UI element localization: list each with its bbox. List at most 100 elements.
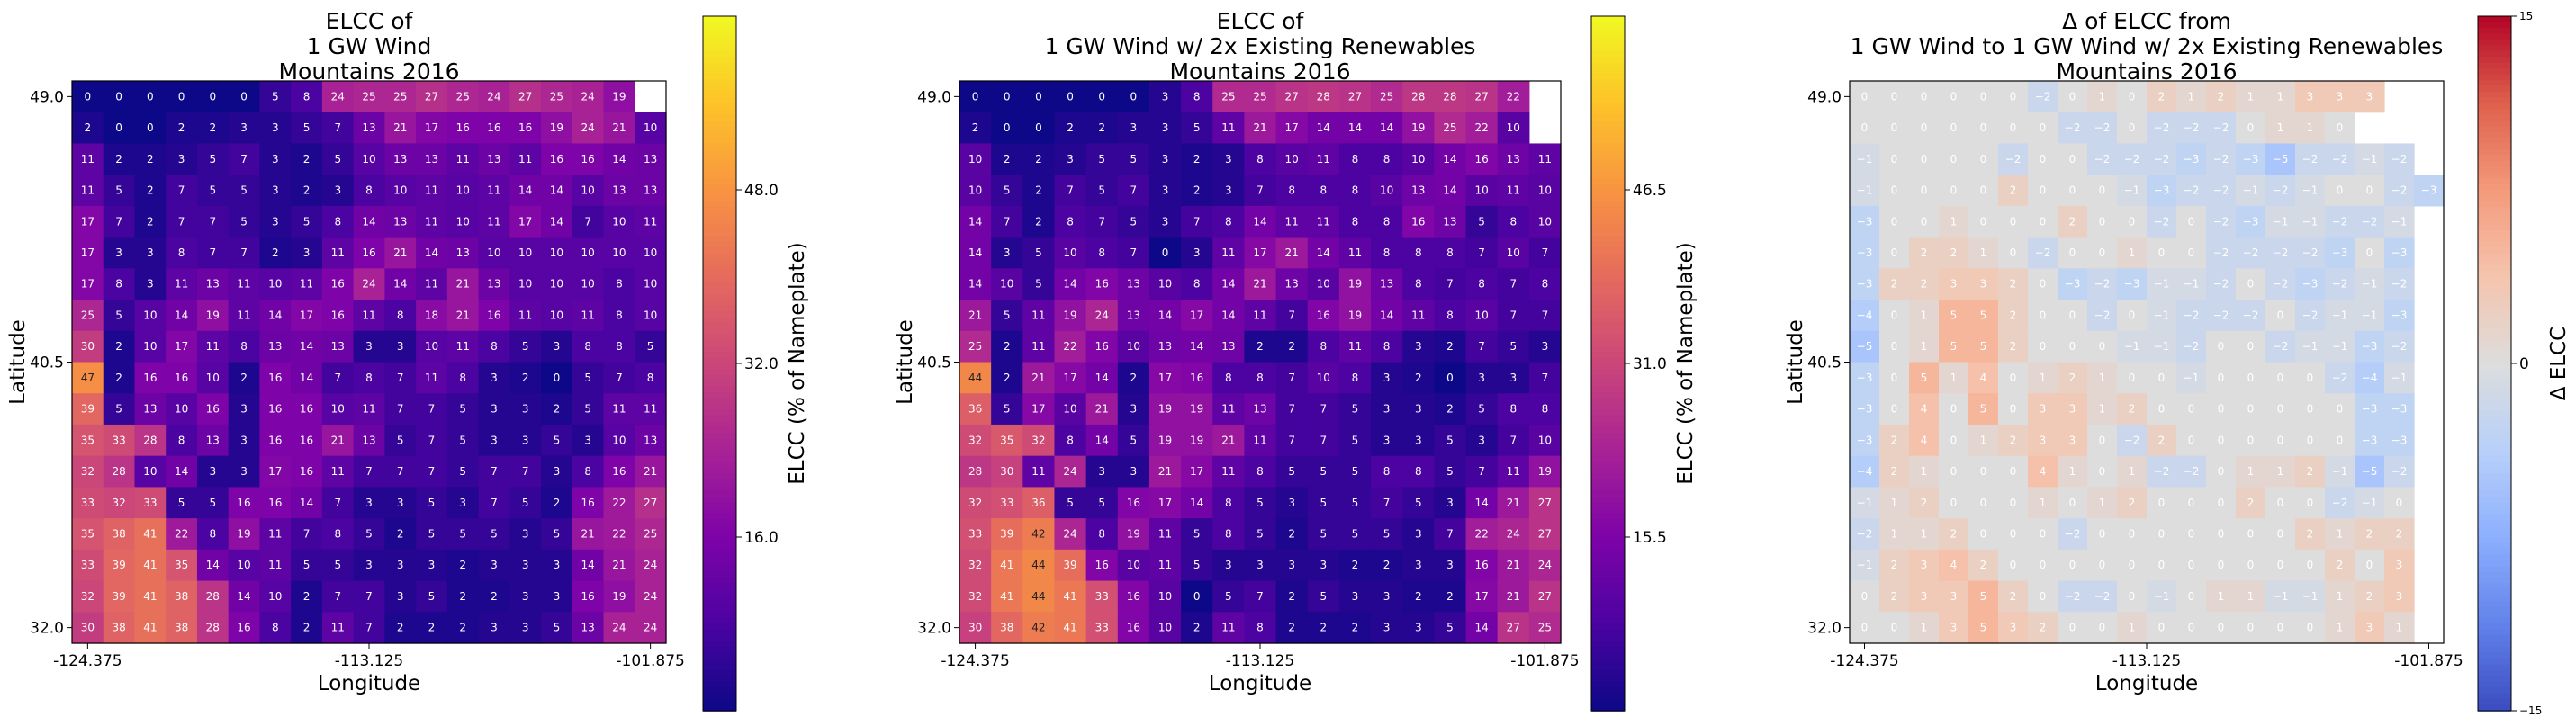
cell-label: 7 [115,215,122,228]
heatmap-cell [1434,112,1467,145]
cell-label: 5 [1980,309,1987,321]
cell-label: −1 [2273,215,2289,228]
colorbar-segment [703,525,736,533]
heatmap-cell [1850,205,1880,238]
cell-label: −2 [2213,184,2229,197]
cell-label: 24 [644,559,657,571]
heatmap-cell [2028,424,2058,457]
heatmap-cell [416,237,448,269]
heatmap-cell [228,362,261,394]
cell-label: 3 [2307,90,2314,103]
colorbar-segment [703,450,736,457]
heatmap-cell [166,580,198,613]
colorbar-segment [1591,22,1625,29]
heatmap-cell [478,237,510,269]
heatmap-cell [1909,393,1940,426]
cell-label: 8 [1256,153,1264,166]
heatmap-cell [959,205,992,238]
cell-label: 3 [1950,278,1958,291]
cell-label: 1 [2337,622,2344,634]
colorbar-segment [1591,126,1625,133]
heatmap-cell [478,205,510,238]
heatmap-cell [2117,580,2148,613]
heatmap-cell [991,424,1023,457]
heatmap-cell [1022,237,1056,269]
cell-label: 3 [491,559,498,571]
colorbar-segment [703,201,736,209]
heatmap-cell [541,487,573,519]
heatmap-cell [2265,455,2296,488]
cell-label: 2 [240,372,248,384]
cell-label: 13 [425,153,438,166]
cell-label: 0 [1891,372,1898,384]
heatmap-cell [991,455,1023,488]
cell-label: −1 [2154,309,2170,321]
cell-label: 8 [1352,153,1359,166]
heatmap-cell [2206,518,2237,551]
heatmap-cell [2295,549,2326,582]
heatmap-cell [2384,580,2415,613]
cell-label: −2 [1857,527,1873,540]
heatmap-cell [1402,81,1435,113]
colorbar-segment [2478,85,2511,93]
cell-label: 0 [2010,559,2017,571]
cell-label: 13 [206,434,220,446]
cell-label: 10 [237,559,250,571]
heatmap-cell [2236,205,2266,238]
cell-label: 10 [1538,434,1552,446]
y-tick-label: 40.5 [30,354,64,372]
heatmap-cell [353,300,385,332]
heatmap-cell [603,112,635,145]
heatmap-cell [416,81,448,113]
cell-label: 11 [1031,340,1045,353]
cell-label: 0 [1980,497,1987,509]
colorbar-segment [703,219,736,226]
cell-label: 1 [1921,527,1928,540]
heatmap-cell [1497,518,1530,551]
cell-label: 2 [1383,559,1391,571]
heatmap-cell [1244,487,1277,519]
cell-label: 7 [1478,246,1485,259]
cell-label: 32 [968,590,982,603]
heatmap-cell [291,455,323,488]
colorbar-segment [703,623,736,631]
heatmap-cell [1054,205,1087,238]
cell-label: 22 [1507,90,1520,103]
cell-label: 1 [2099,372,2106,384]
heatmap-cell [259,612,292,644]
heatmap-cell [2265,393,2296,426]
cell-label: 25 [1221,90,1235,103]
cell-label: −2 [2154,153,2170,166]
colorbar-segment [2478,479,2511,486]
heatmap-cell [416,268,448,300]
colorbar-segment [2478,542,2511,550]
cell-label: 3 [1446,559,1454,571]
cell-label: 3 [1383,590,1391,603]
cell-label: 3 [1415,559,1422,571]
colorbar-segment [1591,374,1625,382]
heatmap-cell [1528,424,1562,457]
cell-label: 11 [644,403,657,416]
colorbar-segment [1591,131,1625,139]
cell-label: 5 [1921,372,1928,384]
cell-label: 0 [1921,184,1928,197]
heatmap-cell [384,330,417,363]
cell-label: 27 [1538,590,1552,603]
cell-label: 3 [1130,121,1138,134]
cell-label: 0 [2069,90,2076,103]
cell-label: 7 [397,465,404,478]
cell-label: 3 [1921,559,1928,571]
x-tick-label: -113.125 [335,652,403,670]
heatmap-cell [2325,487,2355,519]
heatmap-cell [1371,175,1403,207]
cell-label: 21 [968,309,982,321]
heatmap-cell [321,268,355,300]
heatmap-cell [478,518,510,551]
heatmap-cell [2087,330,2118,363]
heatmap-cell [1909,300,1940,332]
heatmap-cell [2087,175,2118,207]
heatmap-cell [134,424,167,457]
heatmap-cell [2236,112,2266,145]
heatmap-cell [1434,393,1467,426]
heatmap-cell [1212,487,1246,519]
